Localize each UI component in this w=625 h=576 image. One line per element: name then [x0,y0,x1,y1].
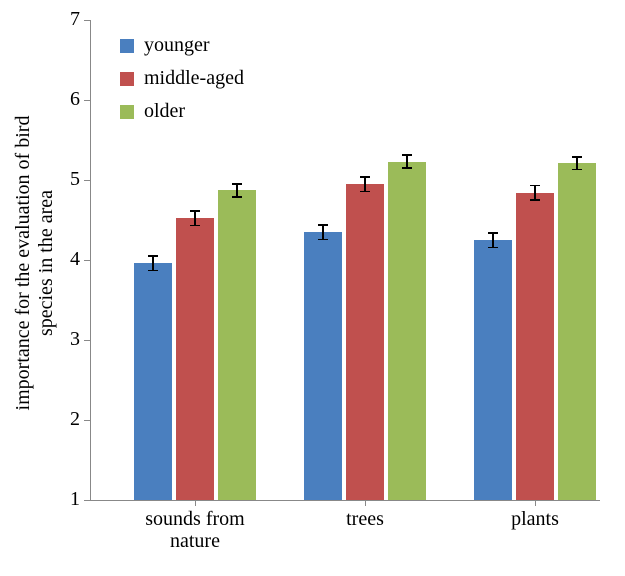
error-bar-cap [488,232,498,234]
y-tick [84,180,90,181]
y-axis-label: importance for the evaluation of bird sp… [12,23,58,503]
x-axis-line [90,500,600,501]
y-tick-label: 2 [54,408,80,431]
x-tick [195,500,196,506]
error-bar-cap [360,191,370,193]
y-tick [84,420,90,421]
x-tick [365,500,366,506]
bar-chart: importance for the evaluation of bird sp… [0,0,625,576]
legend-swatch [120,72,134,86]
y-tick [84,340,90,341]
error-bar-cap [402,154,412,156]
y-tick-label: 3 [54,328,80,351]
y-tick [84,100,90,101]
bar [176,218,214,500]
legend-item: younger [120,34,244,57]
error-bar-cap [190,210,200,212]
x-tick-label: plants [455,508,615,530]
error-bar-cap [148,255,158,257]
y-tick-label: 7 [54,8,80,31]
legend-swatch [120,39,134,53]
error-bar-cap [488,247,498,249]
legend-swatch [120,105,134,119]
y-tick-label: 6 [54,88,80,111]
error-bar-cap [148,270,158,272]
x-tick-label: sounds from nature [115,508,275,552]
legend-label: older [144,100,185,123]
error-bar-cap [360,176,370,178]
legend: younger middle-aged older [120,34,244,133]
bar [516,193,554,500]
legend-label: younger [144,34,210,57]
bar [304,232,342,500]
error-bar-cap [530,185,540,187]
y-tick-label: 5 [54,168,80,191]
error-bar-cap [232,196,242,198]
y-tick [84,20,90,21]
legend-item: older [120,100,244,123]
x-tick [535,500,536,506]
y-tick-label: 4 [54,248,80,271]
error-bar-cap [572,169,582,171]
bar [388,162,426,500]
error-bar-cap [318,224,328,226]
bar [474,240,512,500]
bar [218,190,256,500]
y-axis-line [90,20,91,500]
y-tick-label: 1 [54,488,80,511]
y-tick [84,500,90,501]
legend-label: middle-aged [144,67,244,90]
bar [346,184,384,500]
error-bar-cap [530,199,540,201]
error-bar-cap [318,239,328,241]
bar [558,163,596,500]
y-tick [84,260,90,261]
error-bar-cap [190,225,200,227]
bar [134,263,172,500]
x-tick-label: trees [285,508,445,530]
error-bar-cap [572,156,582,158]
error-bar-cap [402,167,412,169]
error-bar-cap [232,183,242,185]
legend-item: middle-aged [120,67,244,90]
